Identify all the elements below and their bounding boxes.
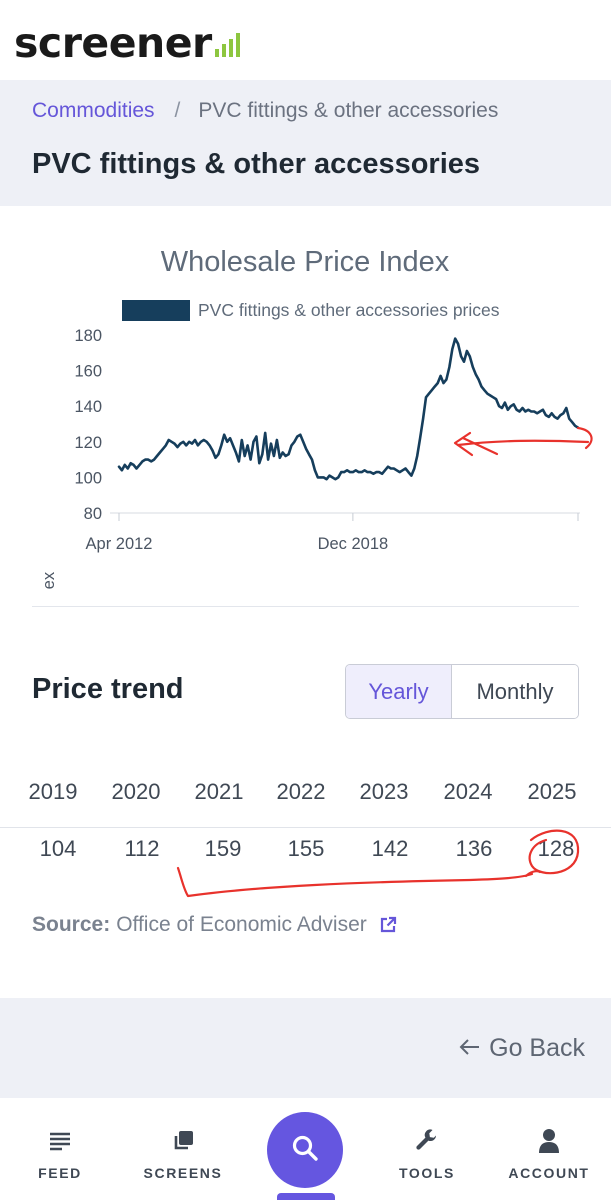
value-cell: 155 — [287, 836, 325, 861]
feed-icon — [0, 1126, 120, 1156]
table-row-divider — [0, 827, 611, 828]
go-back-button[interactable]: Go Back — [459, 1034, 585, 1063]
y-tick-label: 100 — [74, 469, 102, 487]
value-cell: 142 — [371, 836, 409, 861]
y-tick-label: 180 — [74, 327, 102, 345]
source-line: Source: Office of Economic Adviser — [32, 913, 397, 937]
breadcrumb-commodities-link[interactable]: Commodities — [32, 99, 155, 122]
y-axis-label: Wholesale Price Index — [40, 571, 58, 590]
y-tick-group: 80 100 120 140 160 180 — [74, 327, 102, 523]
active-tab-indicator — [277, 1193, 335, 1200]
nav-screens[interactable]: SCREENS — [123, 1126, 243, 1181]
go-back-label: Go Back — [489, 1034, 585, 1062]
yearly-toggle-button[interactable]: Yearly — [346, 665, 452, 718]
nav-account[interactable]: ACCOUNT — [489, 1126, 609, 1181]
screens-icon — [123, 1126, 243, 1156]
search-icon — [291, 1134, 319, 1167]
page-title: PVC fittings & other accessories — [32, 148, 481, 180]
x-tick-group: Apr 2012 Dec 2018 — [86, 513, 579, 553]
section-divider — [32, 606, 579, 607]
price-trend-title: Price trend — [32, 673, 184, 705]
breadcrumb: Commodities / PVC fittings & other accesso… — [32, 99, 498, 123]
year-cell: 2024 — [443, 779, 493, 804]
source-link[interactable]: Office of Economic Adviser — [116, 913, 367, 936]
chart-title: Wholesale Price Index — [161, 246, 450, 278]
series-line[interactable] — [117, 337, 580, 481]
app-header: screener — [0, 0, 611, 80]
year-cell: 2022 — [276, 779, 326, 804]
year-cell: 2020 — [111, 779, 161, 804]
wrench-icon — [367, 1126, 487, 1156]
go-back-band — [0, 998, 611, 1098]
red-underline-annotation — [176, 829, 580, 898]
external-link-icon[interactable] — [379, 916, 397, 934]
breadcrumb-band — [0, 80, 611, 206]
year-cell: 2019 — [28, 779, 78, 804]
year-cell: 2025 — [527, 779, 577, 804]
search-fab-button[interactable] — [267, 1112, 343, 1188]
legend-swatch[interactable] — [122, 300, 190, 321]
wpi-chart: Wholesale Price Index PVC fittings & oth… — [40, 246, 593, 590]
value-cell: 104 — [39, 836, 77, 861]
year-cell: 2021 — [194, 779, 244, 804]
breadcrumb-separator: / — [174, 99, 181, 122]
y-tick-label: 140 — [74, 398, 102, 416]
value-cell: 136 — [455, 836, 493, 861]
source-label: Source: — [32, 913, 111, 936]
y-tick-label: 80 — [84, 505, 102, 523]
account-icon — [489, 1126, 609, 1156]
nav-tools[interactable]: TOOLS — [367, 1126, 487, 1181]
logo-text: screener — [14, 19, 212, 67]
nav-screens-label: SCREENS — [143, 1165, 223, 1181]
nav-feed-label: FEED — [38, 1165, 82, 1181]
screener-logo[interactable]: screener — [14, 18, 240, 64]
value-cell: 159 — [204, 836, 242, 861]
value-cell: 112 — [124, 836, 160, 861]
year-cell: 2023 — [359, 779, 409, 804]
period-toggle: Yearly Monthly — [345, 664, 579, 719]
y-tick-label: 120 — [74, 434, 102, 452]
arrow-left-icon — [459, 1034, 481, 1063]
nav-tools-label: TOOLS — [399, 1165, 455, 1181]
monthly-toggle-button[interactable]: Monthly — [452, 665, 578, 718]
legend-label[interactable]: PVC fittings & other accessories prices — [198, 300, 500, 320]
nav-feed[interactable]: FEED — [0, 1126, 120, 1181]
years-header-row: 2019 2020 2021 2022 2023 2024 2025 — [0, 779, 611, 819]
x-tick-label: Apr 2012 — [86, 535, 153, 553]
breadcrumb-current: PVC fittings & other accessories — [198, 99, 499, 122]
nav-account-label: ACCOUNT — [508, 1165, 590, 1181]
red-arrow-annotation — [453, 426, 593, 457]
values-row: 104 112 159 155 142 136 128 — [0, 836, 611, 876]
x-tick-label: Dec 2018 — [318, 535, 389, 553]
y-tick-label: 160 — [74, 363, 102, 381]
logo-bars-icon — [214, 33, 240, 57]
